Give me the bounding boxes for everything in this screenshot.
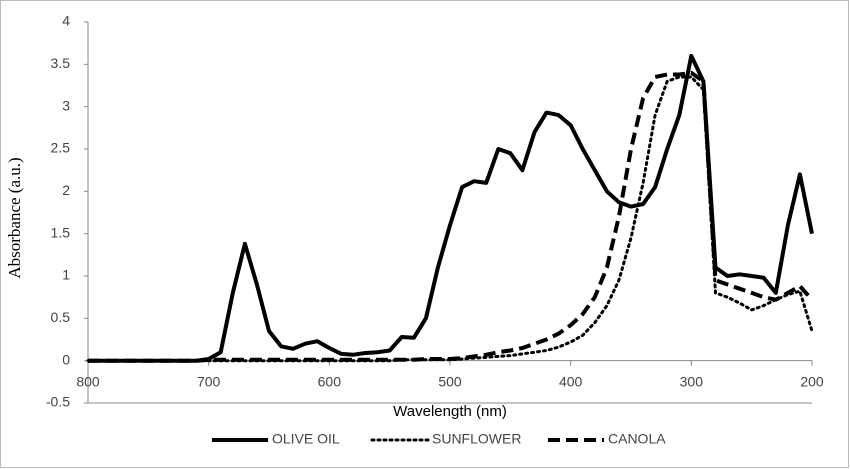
y-tick-label: 1: [62, 267, 70, 283]
y-tick-label: -0.5: [46, 394, 70, 410]
y-tick-label: 0: [62, 351, 70, 367]
x-tick-label: 700: [197, 373, 221, 389]
legend-label: CANOLA: [608, 431, 666, 447]
x-tick-label: 600: [318, 373, 342, 389]
x-axis-title: Wavelength (nm): [393, 403, 507, 420]
y-tick-label: 2.5: [51, 140, 71, 156]
y-tick-label: 3: [62, 97, 70, 113]
y-tick-label: 4: [62, 13, 70, 29]
series-line: [88, 53, 814, 363]
y-tick-label: 2: [62, 182, 70, 198]
y-tick-label: 1.5: [51, 224, 71, 240]
series-line: [88, 70, 814, 363]
x-tick-label: 400: [559, 373, 583, 389]
y-axis-title: Absorbance (a.u.): [5, 157, 24, 278]
x-tick-label: 800: [76, 373, 100, 389]
y-tick-label: 3.5: [51, 55, 71, 71]
x-tick-label: 200: [800, 373, 824, 389]
legend-label: OLIVE OIL: [272, 431, 340, 447]
legend-label: SUNFLOWER: [432, 431, 521, 447]
y-tick-label: 0.5: [51, 309, 71, 325]
x-tick-label: 300: [680, 373, 704, 389]
x-tick-label: 500: [438, 373, 462, 389]
